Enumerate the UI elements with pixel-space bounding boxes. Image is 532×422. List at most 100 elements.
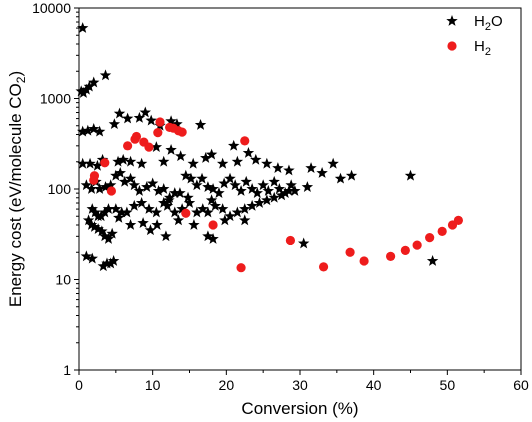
h2o-point xyxy=(187,157,199,169)
h2o-point xyxy=(76,22,89,33)
h2o-point xyxy=(200,152,212,163)
h2o-point xyxy=(205,148,218,160)
h2o-point xyxy=(182,191,194,203)
h2o-point xyxy=(85,183,98,194)
h2o-point xyxy=(150,141,163,153)
x-tick-label: 0 xyxy=(75,377,83,393)
h2o-point xyxy=(82,214,95,226)
y-tick-label: 100 xyxy=(48,181,72,197)
h2o-point xyxy=(110,203,122,214)
h2o-point xyxy=(207,183,219,194)
h2o-point xyxy=(253,197,266,208)
h2-point xyxy=(386,251,396,261)
h2o-point xyxy=(297,237,310,249)
h2o-point xyxy=(85,219,98,230)
h2o-point xyxy=(216,203,229,214)
h2o-point xyxy=(202,181,214,192)
y-axis-title-main: Energy cost (eV/molecule CO xyxy=(6,83,25,307)
h2-point xyxy=(100,158,110,168)
h2o-point xyxy=(80,179,93,191)
h2o-point xyxy=(88,76,100,88)
h2-point xyxy=(437,226,447,237)
x-tick-label: 30 xyxy=(292,377,308,393)
h2-point xyxy=(153,127,163,138)
h2o-point xyxy=(227,139,240,151)
h2o-point xyxy=(194,118,207,130)
h2o-point xyxy=(219,214,231,226)
h2o-point xyxy=(128,199,140,211)
h2o-point xyxy=(268,191,280,203)
h2-point xyxy=(123,141,133,151)
y-tick-label: 10 xyxy=(55,272,71,288)
h2o-point xyxy=(80,250,93,262)
h2o-point xyxy=(239,203,251,214)
h2o-point xyxy=(89,206,101,218)
h2o-point xyxy=(188,219,200,230)
h2o-point xyxy=(104,257,117,269)
h2o-point xyxy=(268,175,280,187)
h2o-point xyxy=(93,183,106,194)
h2o-point xyxy=(229,179,241,191)
h2o-point xyxy=(426,255,439,266)
h2o-point xyxy=(92,223,104,235)
h2o-point xyxy=(76,157,89,169)
h2o-point xyxy=(250,153,262,165)
h2o-point xyxy=(102,233,115,244)
h2o-point xyxy=(246,199,258,211)
h2o-point xyxy=(163,194,175,206)
h2o-point xyxy=(93,125,106,137)
h2o-point xyxy=(174,150,187,162)
h2-point xyxy=(318,262,329,272)
h2o-point xyxy=(404,169,417,181)
h2o-point xyxy=(110,169,122,181)
x-tick-label: 10 xyxy=(145,377,161,393)
h2o-point xyxy=(95,210,107,222)
h2o-point xyxy=(86,203,98,214)
y-tick-label: 10000 xyxy=(32,0,71,16)
h2o-point xyxy=(240,175,252,187)
h2o-point xyxy=(158,155,170,167)
h2o-point xyxy=(99,181,112,192)
h2o-point xyxy=(305,162,317,173)
h2o-point xyxy=(88,221,101,232)
h2o-point xyxy=(88,123,100,134)
h2o-point xyxy=(273,183,286,194)
h2o-point xyxy=(218,177,230,189)
h2o-point xyxy=(345,169,358,181)
y-tick-label: 1 xyxy=(63,362,71,378)
h2o-point xyxy=(196,172,208,184)
h2o-point xyxy=(84,157,96,169)
h2-point xyxy=(345,247,355,257)
h2o-point xyxy=(183,197,196,208)
x-axis-ticks: 0 10 20 30 40 50 60 xyxy=(75,370,529,393)
legend-star-icon xyxy=(446,15,458,26)
h2-point xyxy=(177,127,187,137)
h2o-point xyxy=(113,211,125,223)
h2o-point xyxy=(107,255,120,266)
h2o-point xyxy=(82,124,94,136)
h2o-point xyxy=(165,115,177,127)
x-tick-label: 50 xyxy=(440,377,456,393)
data-points xyxy=(75,22,463,273)
h2o-point xyxy=(209,199,221,211)
h2o-point xyxy=(152,185,165,196)
legend-marker-h2o xyxy=(446,15,458,26)
h2o-point xyxy=(104,179,117,191)
h2o-point xyxy=(137,217,149,228)
y-axis-title: Energy cost (eV/molecule CO2) xyxy=(6,71,28,307)
h2-point xyxy=(412,240,422,250)
h2o-point xyxy=(172,214,185,226)
h2o-point xyxy=(117,153,129,165)
h2o-point xyxy=(197,203,209,214)
h2-point xyxy=(240,136,250,146)
h2o-point xyxy=(316,167,328,178)
h2o-point xyxy=(99,230,111,242)
h2o-point xyxy=(77,87,90,98)
h2o-point xyxy=(261,194,273,206)
h2o-point xyxy=(202,230,214,242)
h2o-point xyxy=(83,80,96,92)
h2o-point xyxy=(262,185,275,196)
h2-point xyxy=(131,131,142,142)
h2o-point xyxy=(207,233,219,244)
y-axis-ticks: 1 10 100 1000 10000 xyxy=(32,0,79,378)
